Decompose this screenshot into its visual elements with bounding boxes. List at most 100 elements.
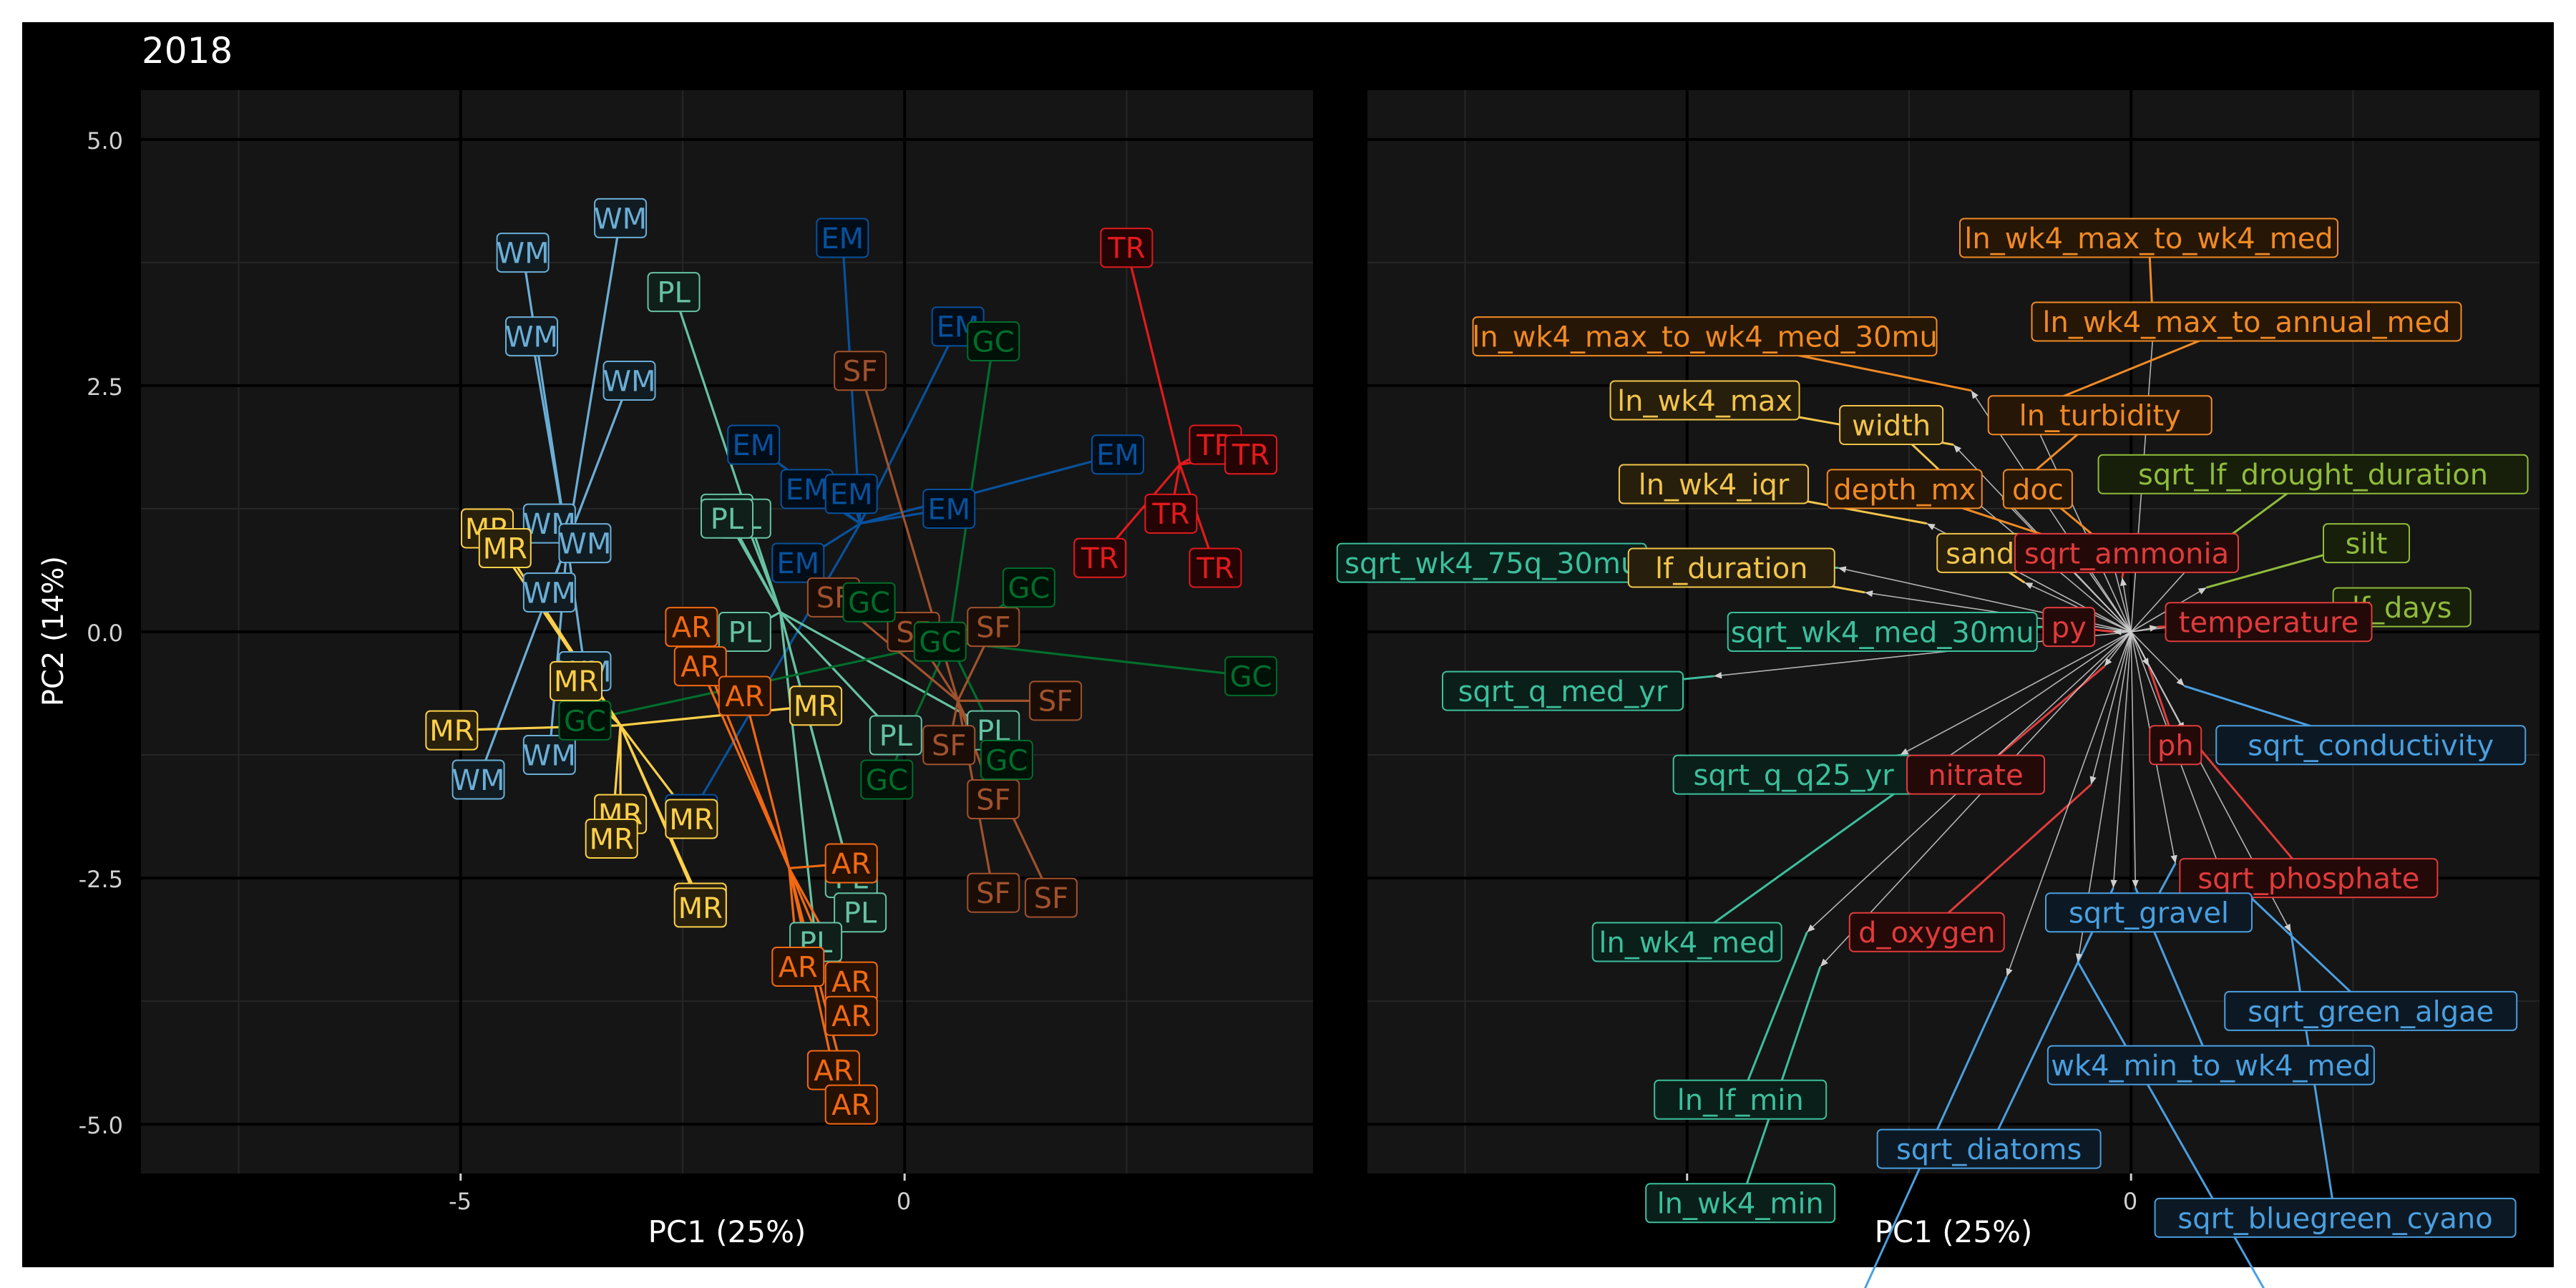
- sample-label-gc-box: [980, 739, 1033, 780]
- sample-label-tr-box: [1144, 493, 1198, 534]
- sample-label-ar: AR: [771, 946, 825, 987]
- sample-label-gc-text: GC: [564, 705, 606, 738]
- x-axis-title: PC1 (25%): [648, 1214, 806, 1249]
- variable-label: sqrt_ammonia: [2014, 532, 2239, 573]
- sample-label-gc-text: GC: [985, 744, 1028, 777]
- sample-label-gc-text: GC: [848, 587, 890, 620]
- sample-label-tr: TR: [1100, 228, 1153, 268]
- variable-label-box: [1839, 404, 1944, 445]
- loading-connector: [2130, 631, 2137, 888]
- sample-label-wm-text: WM: [602, 365, 655, 398]
- sample-label-wm-text: WM: [523, 577, 576, 610]
- variable-label-box: [2154, 1197, 2517, 1238]
- sample-label-gc: GC: [913, 621, 967, 662]
- sample-label-wm-box: [558, 523, 612, 564]
- sample-label-mr: MR: [665, 799, 718, 839]
- loading-arrowhead: [2149, 625, 2158, 632]
- sample-label-tr-box: [1100, 228, 1153, 268]
- group-link-wm: [566, 218, 622, 544]
- variable-label-box: [2097, 454, 2529, 494]
- sample-label-sf-box: [967, 872, 1020, 913]
- sample-label-tr-box: [1189, 547, 1242, 588]
- variable-label: sqrt_wk4_med_30mu: [1727, 612, 2038, 652]
- variable-label: sqrt_green_algae: [2224, 990, 2518, 1031]
- label-leader: [2077, 961, 2265, 1288]
- sample-label-sf-text: SF: [1034, 882, 1068, 915]
- group-link-wm: [566, 542, 587, 672]
- sample-label-ar-text: AR: [831, 966, 871, 999]
- variable-label-box: [1848, 912, 2005, 952]
- sample-label-gc-box: [913, 621, 967, 662]
- sample-label-em-text: EM: [786, 474, 829, 507]
- variable-label: ln_wk4_max: [1609, 380, 1800, 421]
- sample-label-em: EM: [771, 542, 825, 583]
- sample-label-gc-box: [558, 700, 612, 741]
- y-tick-labels: 5.0 2.5 0.0 -2.5 -5.0: [79, 127, 123, 1139]
- variable-label-text: silt: [2346, 528, 2388, 561]
- sample-label-wm-box: [505, 316, 558, 357]
- variable-label: ln_wk4_min: [1645, 1183, 1836, 1224]
- variable-label-box: [2165, 602, 2373, 643]
- variable-label-text: ln_wk4_max: [1617, 385, 1792, 418]
- label-leader: [1863, 976, 2008, 1288]
- variable-label-text: sqrt_q_q25_yr: [1694, 759, 1895, 792]
- variable-label-text: ln_turbidity: [2019, 400, 2181, 433]
- loading-arrowhead: [2176, 678, 2185, 686]
- sample-label-sf: SF: [1029, 680, 1083, 721]
- scores-gridlines: [141, 90, 1313, 1181]
- sample-label-mr-text: MR: [429, 715, 474, 748]
- sample-label-mr-text: MR: [590, 823, 634, 856]
- sample-label-tr: TR: [1073, 537, 1127, 578]
- loading-arrowhead: [2142, 658, 2149, 667]
- variable-label: lf_duration: [1627, 547, 1835, 588]
- variable-label: ln_wk4_max_to_annual_med: [2031, 301, 2462, 342]
- variable-label: sqrt_diatoms: [1876, 1128, 2102, 1169]
- variable-label-box: [1987, 395, 2212, 436]
- sample-label-sf-text: SF: [976, 784, 1010, 816]
- variable-label-text: sqrt_conductivity: [2248, 730, 2494, 763]
- loading-arrowhead: [1971, 390, 1979, 399]
- group-link-wm: [566, 380, 630, 544]
- loading-connector: [2090, 631, 2132, 785]
- sample-label-ar-box: [665, 607, 718, 648]
- sample-label-mr: MR: [789, 686, 843, 726]
- x-tick-label: 0: [897, 1188, 911, 1215]
- sample-label-em: EM: [816, 218, 869, 258]
- loading-arrowhead: [1807, 924, 1815, 932]
- sample-label-ar: AR: [824, 1084, 878, 1125]
- variable-label: sqrt_lf_drought_duration: [2097, 454, 2529, 494]
- variable-label-text: sqrt_gravel: [2069, 897, 2229, 930]
- variable-label: py: [2042, 607, 2096, 648]
- variable-label-text: sqrt_phosphate: [2197, 862, 2419, 895]
- sample-label-ar-text: AR: [814, 1055, 853, 1088]
- variable-label: d_oxygen: [1848, 912, 2005, 952]
- sample-label-pl-text: PL: [844, 897, 877, 930]
- sample-label-sf-box: [1029, 680, 1083, 721]
- sample-label-sf-box: [967, 779, 1020, 819]
- variable-label: ln_wk4_iqr: [1618, 464, 1809, 504]
- sample-label-sf: SF: [967, 872, 1020, 913]
- variable-label-text: sqrt_wk4_med_30mu: [1731, 616, 2034, 649]
- sample-label-pl: PL: [869, 715, 922, 756]
- variable-label: width: [1839, 404, 1944, 445]
- sample-label-pl-box: [718, 612, 771, 652]
- sample-label-wm: WM: [602, 361, 656, 401]
- sample-label-mr-box: [673, 887, 727, 928]
- variable-label-text: sqrt_ammonia: [2024, 537, 2229, 570]
- scores-panel: 5.0 2.5 0.0 -2.5 -5.0 -5 0 PC1 (25%) TRT…: [79, 90, 1313, 1249]
- variable-label-box: [1609, 380, 1800, 421]
- loading-arrowhead: [1926, 523, 1936, 530]
- sample-label-em-box: [922, 488, 976, 529]
- sample-label-em-box: [824, 474, 878, 514]
- label-leader: [1739, 932, 1808, 1101]
- y-tick-label: 5.0: [87, 127, 123, 155]
- y-tick-label: 0.0: [87, 620, 123, 647]
- sample-label-wm-text: WM: [505, 321, 558, 353]
- sample-label-ar-text: AR: [672, 612, 711, 645]
- sample-label-wm-box: [594, 197, 648, 238]
- sample-label-mr: MR: [585, 819, 638, 859]
- group-link-gc: [885, 641, 950, 781]
- sample-label-em-text: EM: [1096, 439, 1139, 472]
- loading-arrowhead: [1900, 748, 1909, 756]
- sample-label-wm: WM: [558, 523, 612, 564]
